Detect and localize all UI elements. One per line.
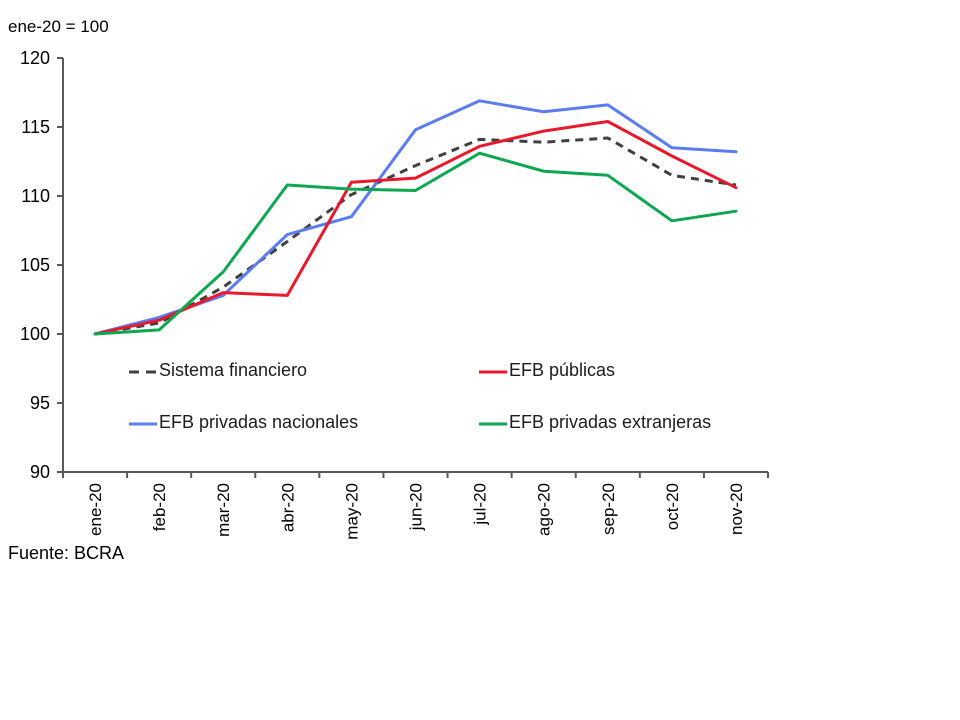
legend-item-efb-publicas: EFB públicas bbox=[478, 359, 615, 381]
legend-item-efb-privadas-extranjeras: EFB privadas extranjeras bbox=[478, 411, 711, 433]
legend-label: EFB privadas nacionales bbox=[159, 411, 359, 432]
x-tick-label: jul-20 bbox=[471, 483, 490, 526]
x-tick-label: feb-20 bbox=[150, 483, 169, 531]
index-base-note: ene-20 = 100 bbox=[8, 17, 109, 36]
x-tick-label: ago-20 bbox=[535, 483, 554, 536]
x-tick-label: nov-20 bbox=[727, 483, 746, 535]
legend-item-sistema-financiero: Sistema financiero bbox=[128, 359, 307, 381]
legend-swatch-red-line bbox=[478, 360, 508, 381]
x-tick-label: may-20 bbox=[342, 483, 361, 540]
legend-swatch-green-line bbox=[478, 412, 508, 433]
x-tick-label: abr-20 bbox=[278, 483, 297, 532]
series-line-efb-privadas-extranjeras bbox=[93, 151, 738, 336]
y-tick-label: 120 bbox=[20, 48, 50, 68]
x-tick-label: sep-20 bbox=[599, 483, 618, 535]
x-tick-label: oct-20 bbox=[663, 483, 682, 530]
series-line-efb-públicas bbox=[93, 120, 738, 336]
y-tick-label: 105 bbox=[20, 255, 50, 275]
legend-item-efb-privadas-nacionales: EFB privadas nacionales bbox=[128, 411, 358, 433]
source-note: Fuente: BCRA bbox=[8, 543, 125, 563]
series-line-sistema-financiero bbox=[94, 136, 737, 336]
axes bbox=[62, 58, 768, 473]
x-tick-label: jun-20 bbox=[407, 483, 426, 531]
y-tick-label: 95 bbox=[30, 393, 50, 413]
legend-label: Sistema financiero bbox=[159, 359, 308, 380]
legend-label: EFB públicas bbox=[509, 359, 616, 380]
line-chart: 90 95 100 105 110 115 120 ene-20 feb-20 mar-20 abr… bbox=[20, 48, 769, 540]
legend-swatch-blue-line bbox=[128, 412, 158, 433]
y-tick-label: 100 bbox=[20, 324, 50, 344]
x-tick-label: mar-20 bbox=[214, 483, 233, 537]
y-tick-label: 110 bbox=[21, 186, 50, 206]
legend-label: EFB privadas extranjeras bbox=[509, 411, 712, 432]
x-tick-label: ene-20 bbox=[86, 483, 105, 536]
y-tick-label: 90 bbox=[30, 462, 50, 482]
y-tick-label: 115 bbox=[21, 117, 50, 137]
legend-swatch-dashed-line bbox=[128, 360, 158, 381]
